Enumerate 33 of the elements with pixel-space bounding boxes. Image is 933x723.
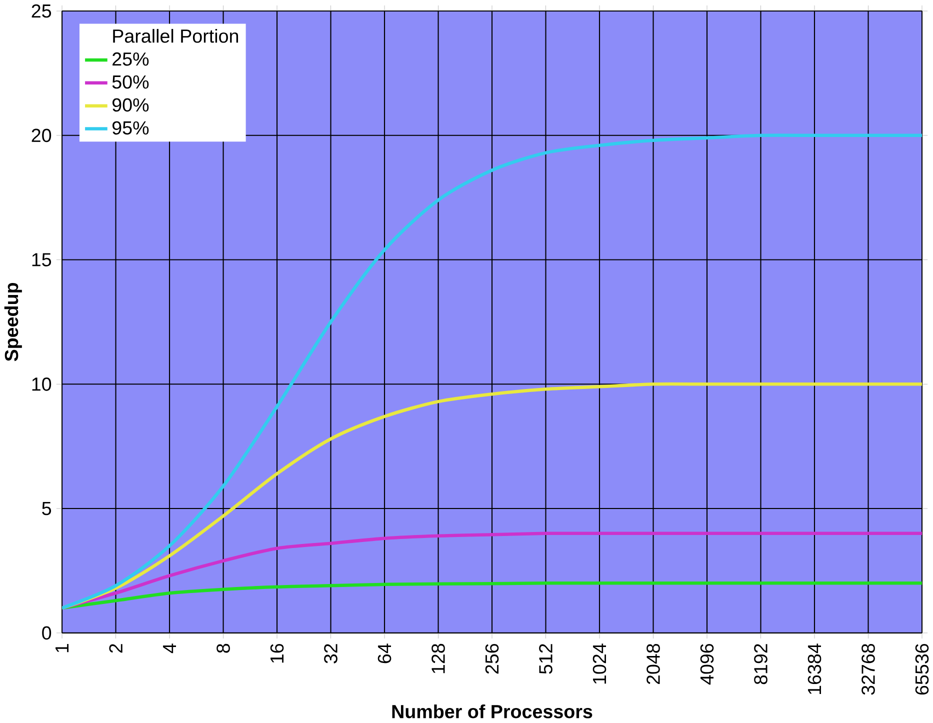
legend-label: 25% <box>112 52 149 66</box>
x-tick-label: 2 <box>109 644 122 653</box>
x-tick-label: 128 <box>432 644 445 674</box>
x-tick-label: 256 <box>485 644 499 674</box>
legend-label: 95% <box>112 121 149 135</box>
line-series <box>62 582 922 610</box>
x-tick-label: 1 <box>56 644 68 652</box>
line-series <box>62 532 922 610</box>
legend-title: Parallel Portion <box>113 29 238 43</box>
x-tick-label: 64 <box>378 644 392 664</box>
x-tick-label: 65536 <box>915 644 929 695</box>
x-tick-label: 16384 <box>808 644 822 694</box>
x-tick-label: 2048 <box>646 644 660 684</box>
legend-label: 90% <box>112 98 149 112</box>
y-tick-label: 25 <box>32 4 52 18</box>
x-axis-title: Number of Processors <box>392 704 592 718</box>
x-tick-label: 512 <box>539 644 552 674</box>
y-tick-label: 0 <box>42 626 52 640</box>
x-tick-label: 8192 <box>754 644 768 684</box>
x-tick-label: 8 <box>216 644 230 653</box>
y-axis-title: Speedup <box>4 283 22 362</box>
y-tick-label: 10 <box>32 378 52 392</box>
x-tick-label: 32768 <box>862 644 875 695</box>
line-series <box>62 134 922 610</box>
y-tick-label: 20 <box>32 128 52 142</box>
y-tick-label: 15 <box>32 253 52 267</box>
y-tick-label: 5 <box>42 502 52 516</box>
x-tick-label: 32 <box>324 644 338 664</box>
x-tick-label: 4 <box>163 644 176 654</box>
x-tick-label: 4096 <box>700 644 714 685</box>
x-tick-label: 16 <box>270 644 284 663</box>
x-tick-label: 1024 <box>592 644 606 684</box>
legend-label: 50% <box>112 76 149 89</box>
